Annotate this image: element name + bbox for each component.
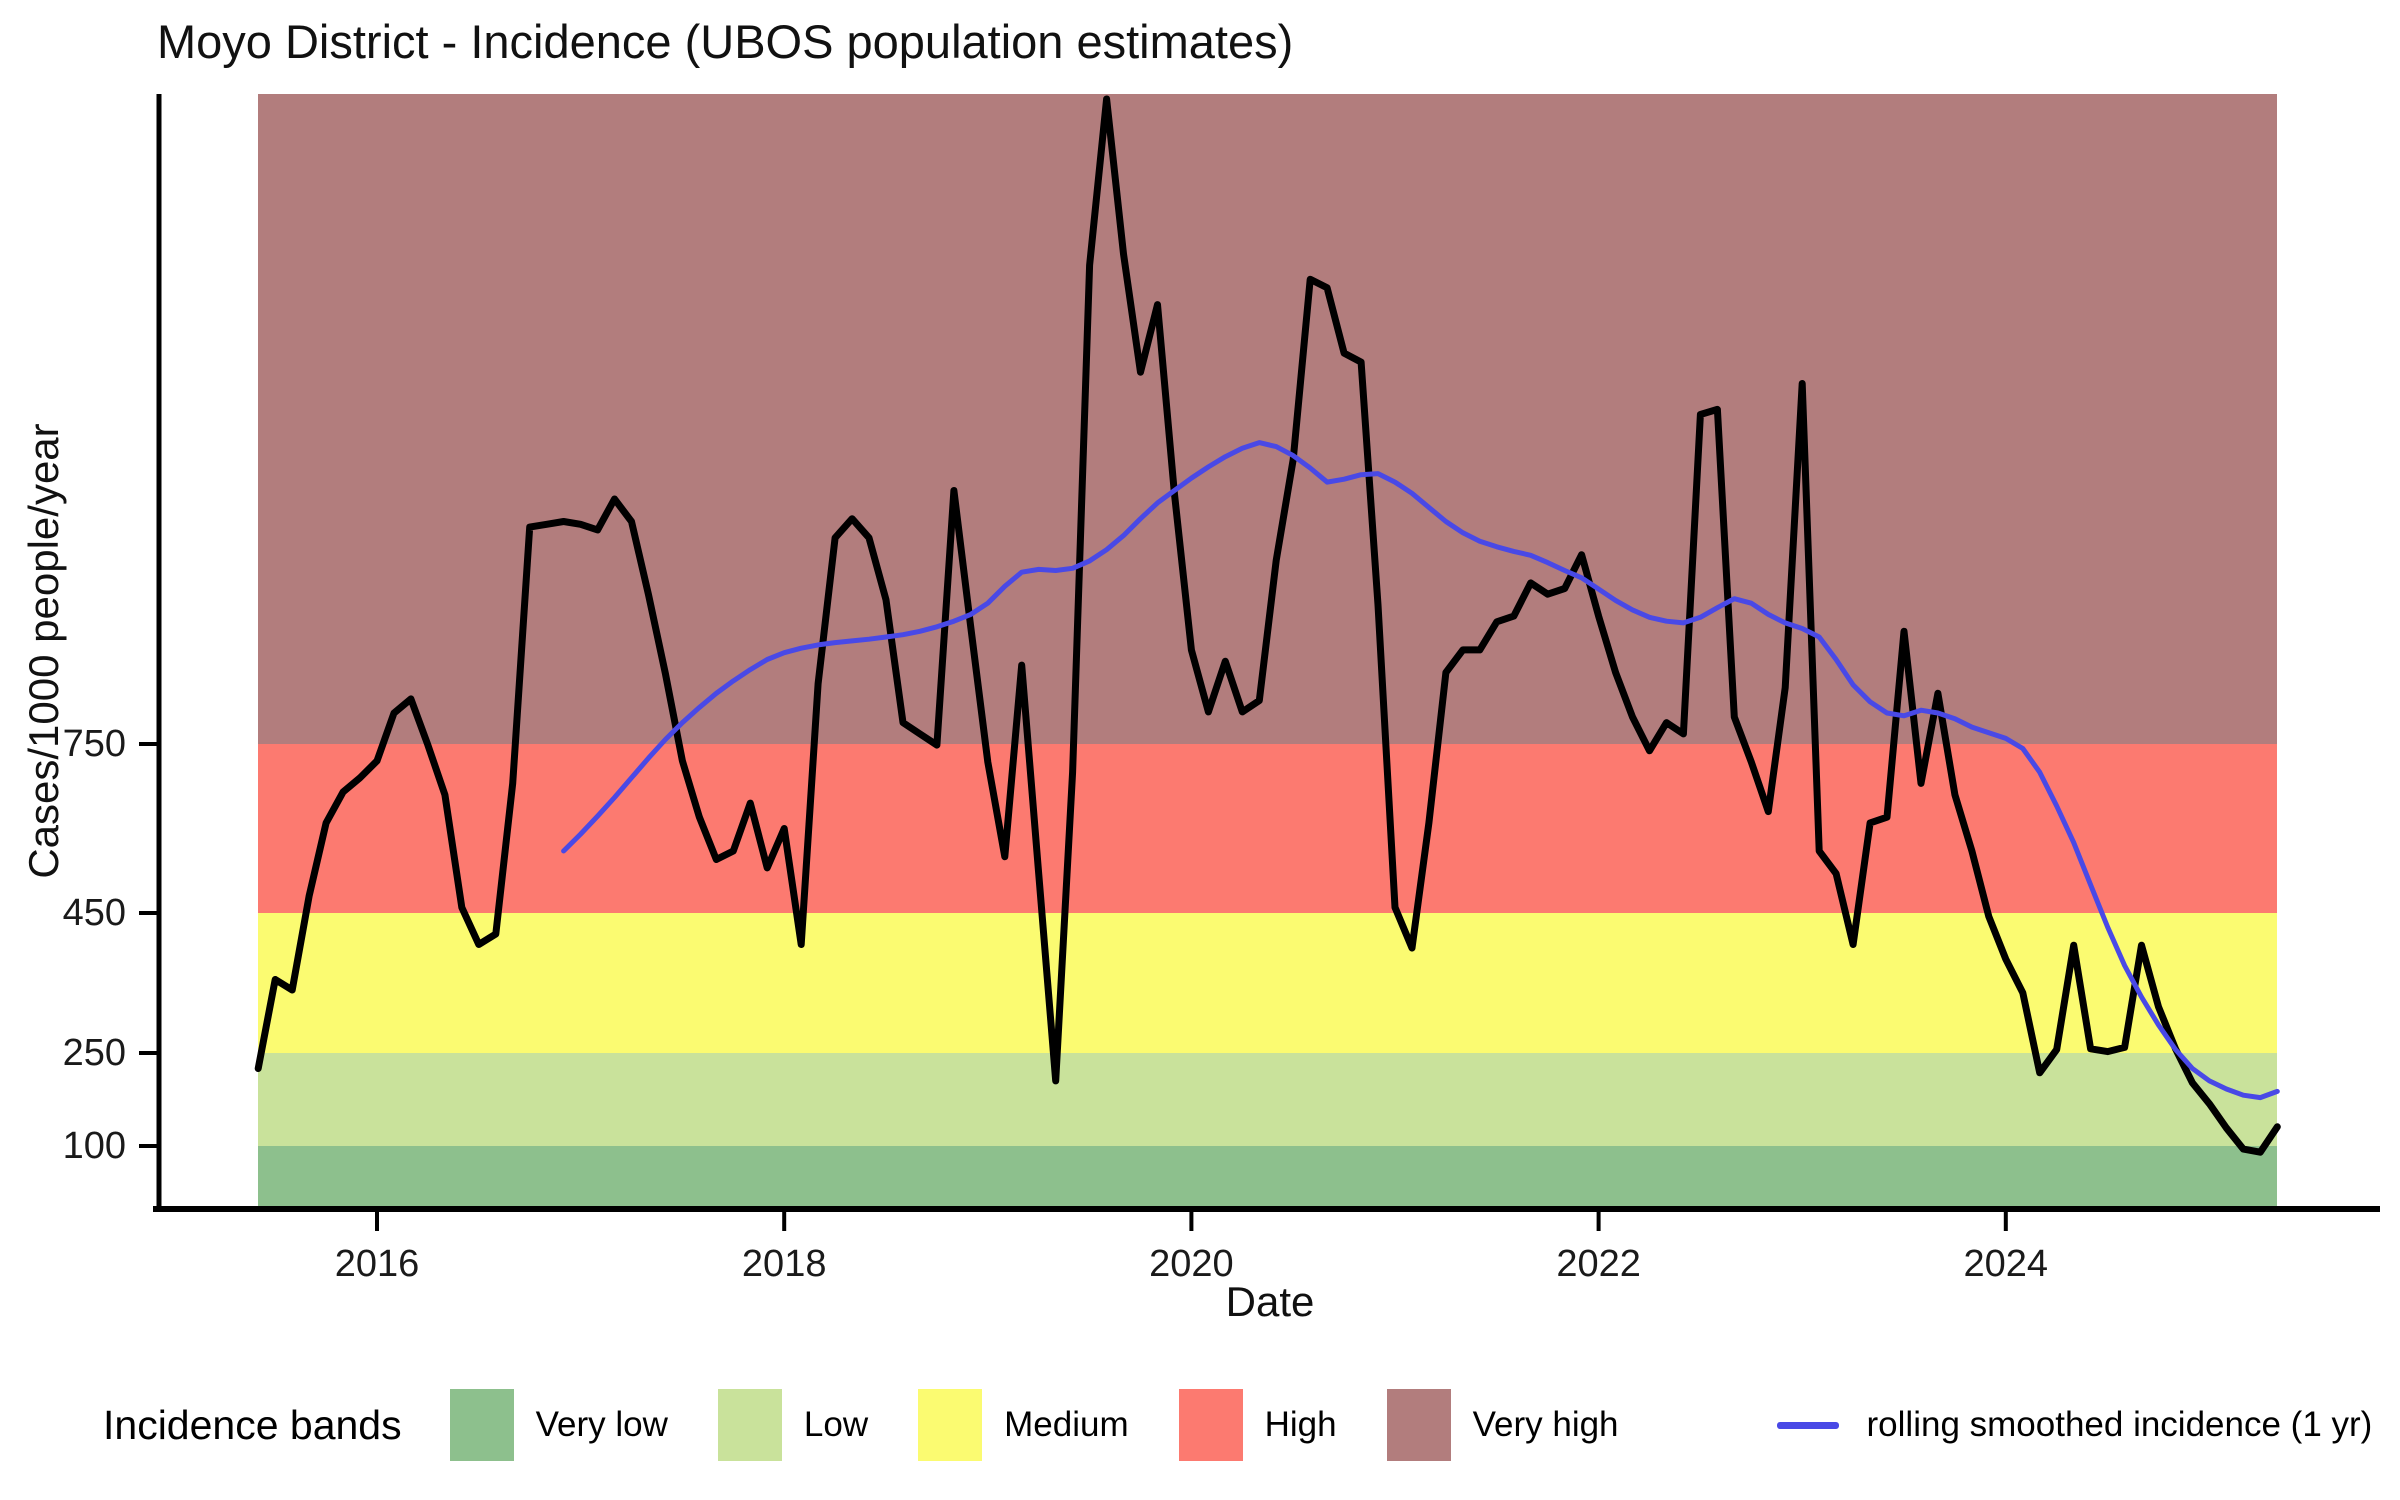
legend-label: rolling smoothed incidence (1 yr) xyxy=(1866,1405,2373,1444)
axes-group: 100 250 450 750 2016 2018 2020 2022 2024 xyxy=(63,94,2380,1285)
legend-item: Low xyxy=(717,1389,869,1461)
legend-swatch-medium xyxy=(918,1389,983,1461)
x-tick-label: 2022 xyxy=(1556,1243,1641,1285)
legend-label: Low xyxy=(803,1405,869,1444)
band-very-low xyxy=(258,1146,2277,1208)
legend-swatch-low xyxy=(717,1389,782,1461)
legend-item-smoothed-line: rolling smoothed incidence (1 yr) xyxy=(1776,1405,2373,1445)
x-tick-label: 2020 xyxy=(1149,1243,1234,1285)
legend-swatch-very-high xyxy=(1386,1389,1451,1461)
legend: Incidence bands Very low Low Medium High… xyxy=(103,1382,2372,1468)
legend-title: Incidence bands xyxy=(103,1401,402,1448)
legend-label: High xyxy=(1264,1405,1337,1444)
y-tick-label: 250 xyxy=(63,1032,126,1074)
legend-label: Medium xyxy=(1004,1405,1129,1444)
legend-item: Very low xyxy=(449,1389,668,1461)
x-axis-title: Date xyxy=(1225,1278,1315,1325)
y-tick-label: 450 xyxy=(63,892,126,934)
legend-item: Medium xyxy=(918,1389,1129,1461)
monthly-incidence-line xyxy=(254,95,2281,1156)
legend-label: Very high xyxy=(1472,1405,1619,1444)
series-group xyxy=(254,95,2281,1156)
x-tick-label: 2024 xyxy=(1964,1243,2049,1285)
chart-title: Moyo District - Incidence (UBOS populati… xyxy=(157,15,1294,68)
incidence-bands-group xyxy=(258,94,2277,1208)
legend-label: Very low xyxy=(535,1405,668,1444)
legend-item: High xyxy=(1178,1389,1337,1461)
x-tick-label: 2016 xyxy=(335,1243,420,1285)
legend-swatch-high xyxy=(1178,1389,1243,1461)
band-medium xyxy=(258,913,2277,1053)
legend-line-sample xyxy=(1776,1421,1839,1429)
legend-swatch-very-low xyxy=(449,1389,514,1461)
rolling-smoothed-incidence-1-yr--line xyxy=(561,440,2280,1101)
y-tick-label: 750 xyxy=(63,723,126,765)
band-high xyxy=(258,744,2277,913)
legend-item: Very high xyxy=(1386,1389,1619,1461)
band-low xyxy=(258,1053,2277,1146)
y-tick-label: 100 xyxy=(63,1125,126,1167)
x-tick-label: 2018 xyxy=(742,1243,827,1285)
